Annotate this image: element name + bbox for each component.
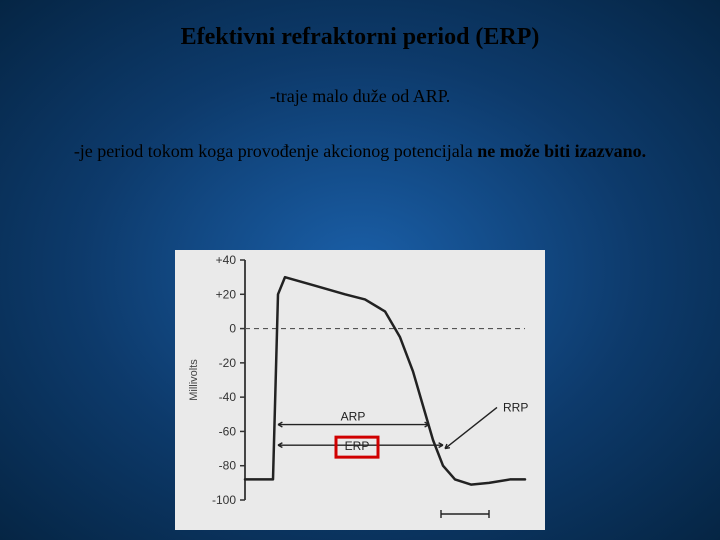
erp-label: ERP <box>345 439 370 453</box>
y-tick-label: +20 <box>216 287 237 301</box>
arp-label: ARP <box>341 410 366 424</box>
subtitle-2-prefix: -je period tokom koga provođenje akciono… <box>74 141 477 161</box>
y-tick-label: +40 <box>216 253 237 267</box>
y-tick-label: -40 <box>219 390 237 404</box>
subtitle-line-2: -je period tokom koga provođenje akciono… <box>60 140 660 163</box>
slide-title: Efektivni refraktorni period (ERP) <box>0 24 720 51</box>
y-tick-label: -100 <box>212 493 236 507</box>
rrp-label: RRP <box>503 400 528 414</box>
y-tick-label: -80 <box>219 459 237 473</box>
y-tick-label: -60 <box>219 424 237 438</box>
chart-svg: +40 +20 0 -20 -40 -60 -80 -100 Millivolts ARP ERP R… <box>175 250 545 530</box>
action-potential-chart: +40 +20 0 -20 -40 -60 -80 -100 Millivolts ARP ERP R… <box>175 250 545 530</box>
y-tick-label: -20 <box>219 356 237 370</box>
subtitle-line-1: -traje malo duže od ARP. <box>0 86 720 107</box>
y-axis-label: Millivolts <box>188 359 200 401</box>
slide-root: Efektivni refraktorni period (ERP) -traj… <box>0 0 720 540</box>
subtitle-2-bold: ne može biti izazvano. <box>477 141 646 161</box>
ap-curve <box>245 277 525 484</box>
y-tick-label: 0 <box>229 322 236 336</box>
